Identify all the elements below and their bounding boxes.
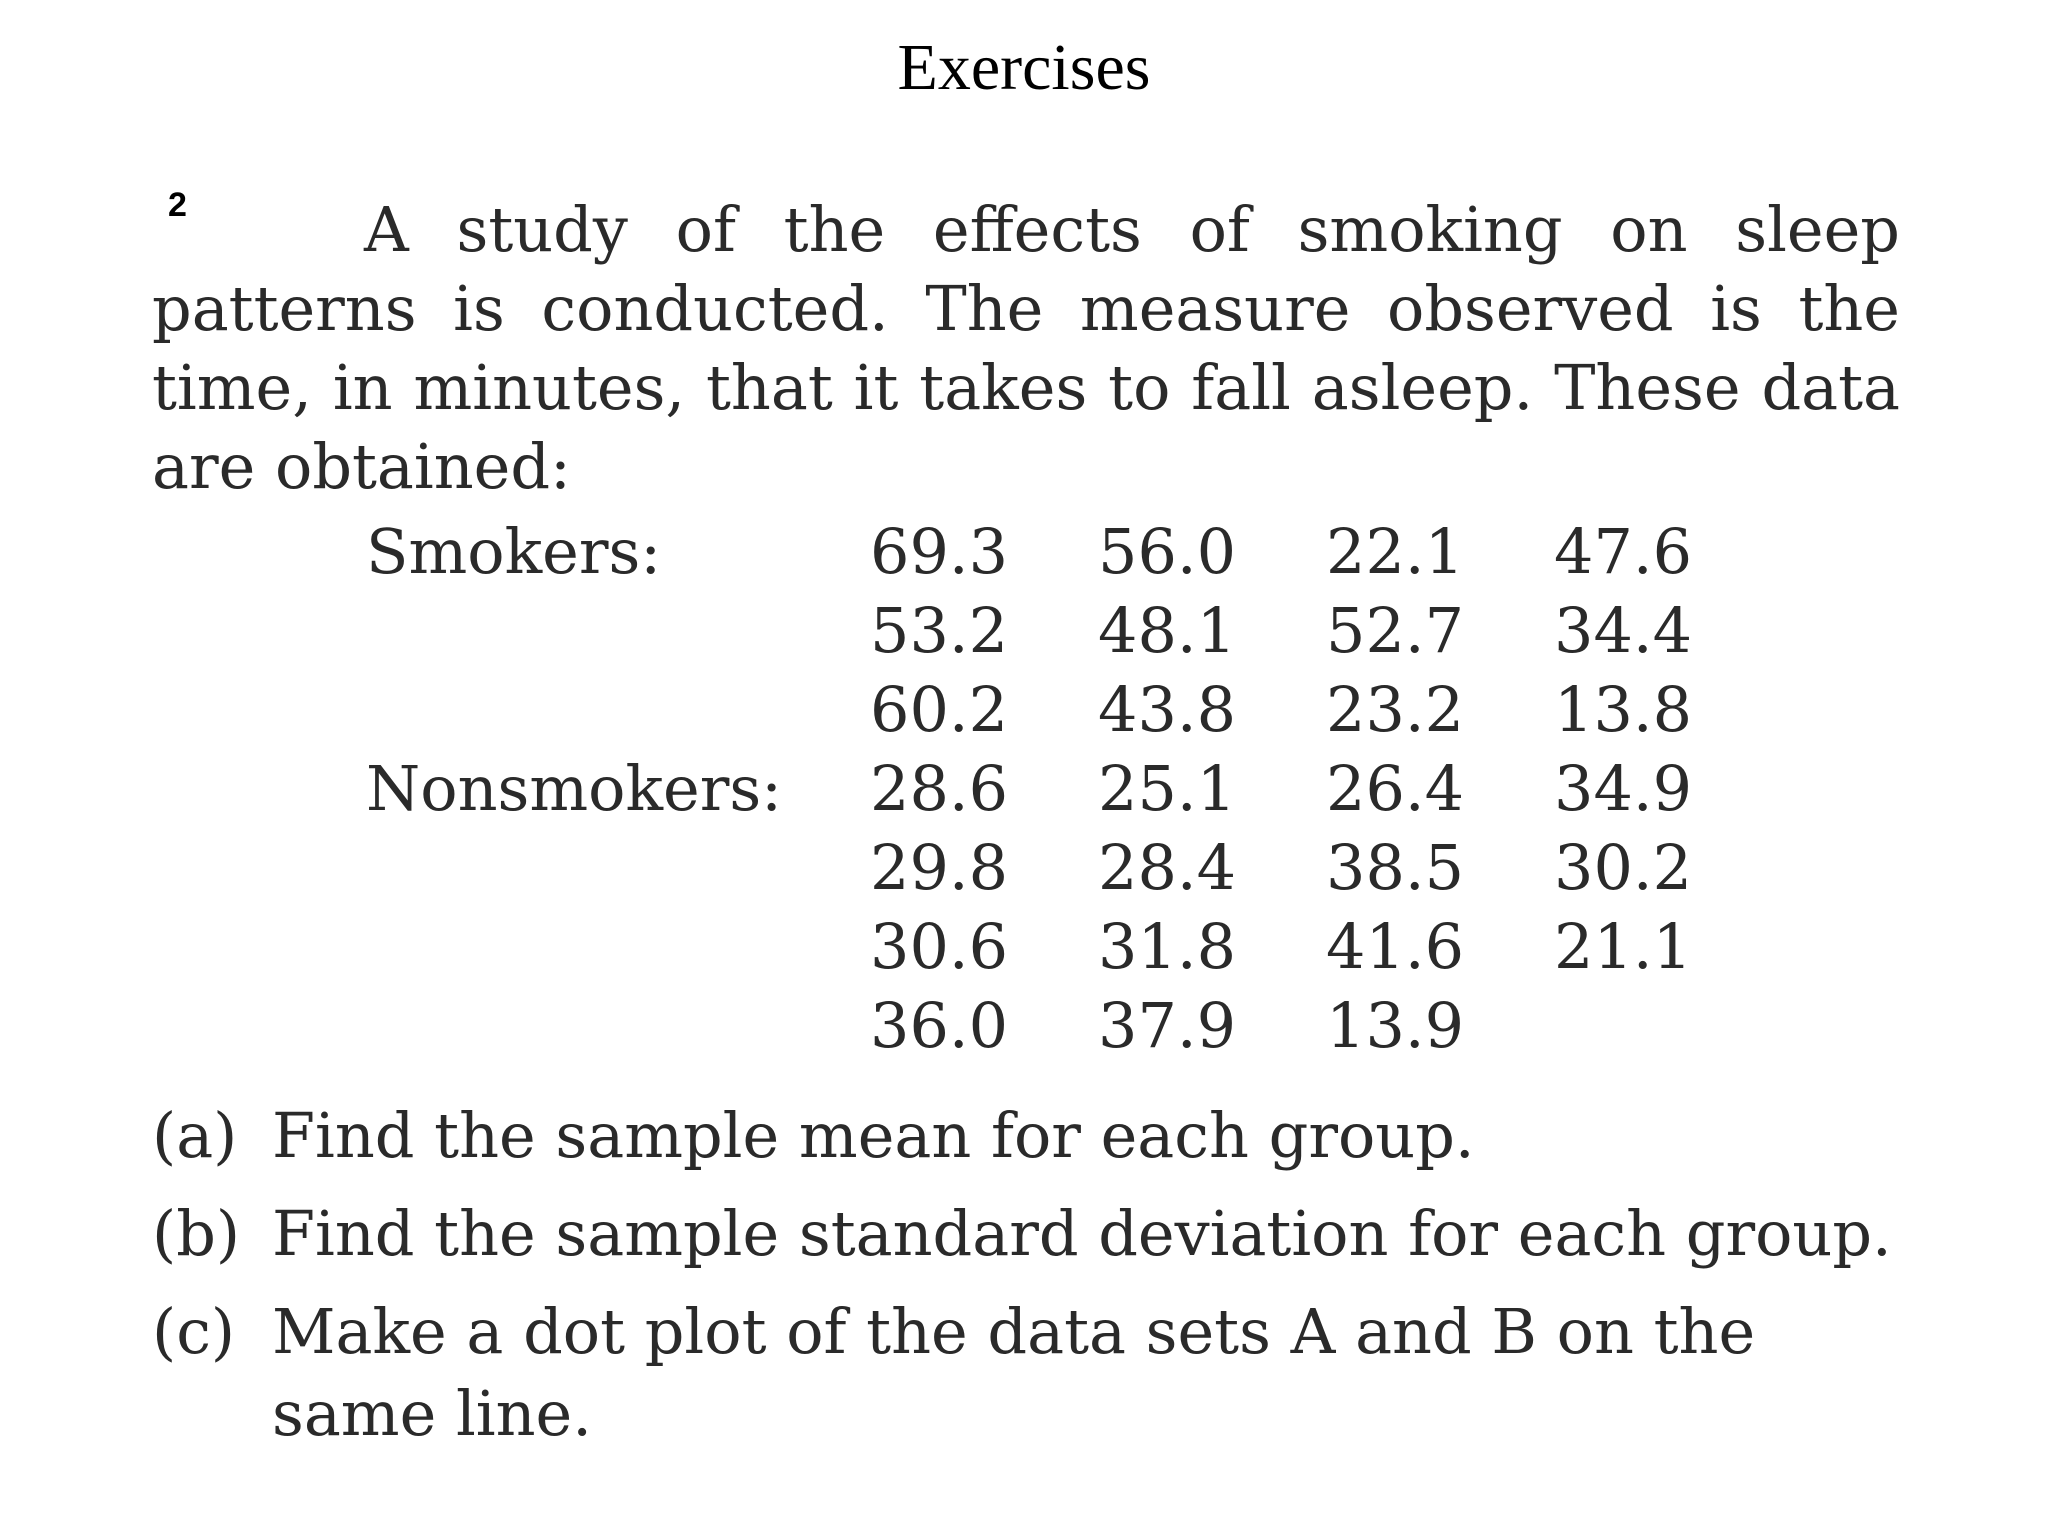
question-text: Find the sample mean for each group.: [272, 1099, 1475, 1172]
data-value: 30.6: [870, 910, 1009, 983]
question-item: (c) Make a dot plot of the data sets A an…: [152, 1292, 1900, 1372]
data-value: 26.4: [1326, 752, 1465, 825]
exercise-number: 2: [168, 186, 187, 224]
data-value: 22.1: [1326, 515, 1465, 588]
data-value: 60.2: [870, 673, 1009, 746]
question-text: Find the sample standard deviation for e…: [272, 1197, 1892, 1270]
data-value: 43.8: [1098, 673, 1237, 746]
data-value: 23.2: [1326, 673, 1465, 746]
question-item: (a) Find the sample mean for each group.: [152, 1096, 1900, 1176]
data-value: 28.6: [870, 752, 1009, 825]
data-value: 34.9: [1554, 752, 1693, 825]
question-label: (b): [152, 1197, 241, 1270]
data-value: 47.6: [1554, 515, 1693, 588]
data-value: 41.6: [1326, 910, 1465, 983]
data-value: 37.9: [1098, 989, 1237, 1062]
data-value: 13.8: [1554, 673, 1693, 746]
data-value: 28.4: [1098, 831, 1237, 904]
group-label: Nonsmokers:: [366, 752, 783, 825]
data-value: 69.3: [870, 515, 1009, 588]
data-value: 36.0: [870, 989, 1009, 1062]
data-value: 34.4: [1554, 594, 1693, 667]
data-value: 21.1: [1554, 910, 1693, 983]
data-value: 38.5: [1326, 831, 1465, 904]
data-value: 53.2: [870, 594, 1009, 667]
group-label: Smokers:: [366, 515, 662, 588]
data-value: 25.1: [1098, 752, 1237, 825]
question-item: (b) Find the sample standard deviation fo…: [152, 1194, 1900, 1274]
question-text-continuation: same line.: [272, 1377, 592, 1450]
data-value: 13.9: [1326, 989, 1465, 1062]
question-text: Make a dot plot of the data sets A and B…: [272, 1295, 1756, 1368]
exercise-intro: A study of the effects of smoking on sle…: [152, 190, 1900, 506]
data-value: 31.8: [1098, 910, 1237, 983]
data-value: 56.0: [1098, 515, 1237, 588]
data-value: 48.1: [1098, 594, 1237, 667]
data-value: 30.2: [1554, 831, 1693, 904]
question-label: (c): [152, 1295, 236, 1368]
page-heading: Exercises: [897, 31, 1151, 104]
data-value: 29.8: [870, 831, 1009, 904]
data-value: 52.7: [1326, 594, 1465, 667]
question-label: (a): [152, 1099, 238, 1172]
exercise-intro-text: A study of the effects of smoking on sle…: [152, 193, 1900, 503]
